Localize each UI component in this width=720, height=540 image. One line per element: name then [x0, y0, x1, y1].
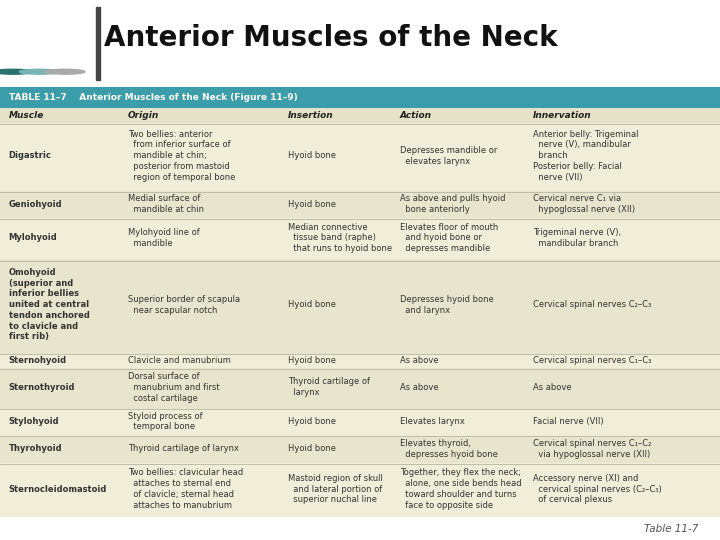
Text: Table 11-7: Table 11-7 — [644, 524, 698, 534]
Text: Muscle: Muscle — [9, 111, 44, 120]
Text: As above and pulls hyoid
  bone anteriorly: As above and pulls hyoid bone anteriorly — [400, 194, 505, 214]
Text: Together, they flex the neck;
  alone, one side bends head
  toward shoulder and: Together, they flex the neck; alone, one… — [400, 468, 521, 510]
Text: Mastoid region of skull
  and lateral portion of
  superior nuchal line: Mastoid region of skull and lateral port… — [288, 474, 383, 504]
Text: Sternocleidomastoid: Sternocleidomastoid — [9, 484, 107, 494]
Text: Styloid process of
  temporal bone: Styloid process of temporal bone — [128, 411, 203, 431]
Text: Sternothyroid: Sternothyroid — [9, 383, 75, 392]
Text: Two bellies: anterior
  from inferior surface of
  mandible at chin;
  posterior: Two bellies: anterior from inferior surf… — [128, 130, 235, 182]
Text: Hyoid bone: Hyoid bone — [288, 300, 336, 309]
Text: Stylohyoid: Stylohyoid — [9, 417, 59, 426]
Text: Cervical spinal nerves C₂–C₃: Cervical spinal nerves C₂–C₃ — [533, 300, 651, 309]
Text: Omohyoid
(superior and
inferior bellies
united at central
tendon anchored
to cla: Omohyoid (superior and inferior bellies … — [9, 268, 89, 341]
Text: Mylohyoid line of
  mandible: Mylohyoid line of mandible — [128, 228, 200, 248]
Text: Hyoid bone: Hyoid bone — [288, 356, 336, 365]
Text: Thyrohyoid: Thyrohyoid — [9, 444, 62, 453]
Text: Median connective
  tissue band (raphe)
  that runs to hyoid bone: Median connective tissue band (raphe) th… — [288, 222, 392, 253]
Text: Insertion: Insertion — [288, 111, 333, 120]
Text: TABLE 11–7    Anterior Muscles of the Neck (Figure 11–9): TABLE 11–7 Anterior Muscles of the Neck … — [9, 93, 297, 102]
Text: Depresses hyoid bone
  and larynx: Depresses hyoid bone and larynx — [400, 295, 493, 315]
Text: Facial nerve (VII): Facial nerve (VII) — [533, 417, 603, 426]
Text: Sternohyoid: Sternohyoid — [9, 356, 67, 365]
Text: Dorsal surface of
  manubrium and first
  costal cartilage: Dorsal surface of manubrium and first co… — [128, 372, 220, 403]
Circle shape — [0, 69, 33, 74]
Text: Digastric: Digastric — [9, 151, 52, 160]
Text: Medial surface of
  mandible at chin: Medial surface of mandible at chin — [128, 194, 204, 214]
Text: Clavicle and manubrium: Clavicle and manubrium — [128, 356, 231, 365]
Text: Origin: Origin — [128, 111, 159, 120]
Text: As above: As above — [400, 356, 438, 365]
Text: Cervical nerve C₁ via
  hypoglossal nerve (XII): Cervical nerve C₁ via hypoglossal nerve … — [533, 194, 635, 214]
Text: Action: Action — [400, 111, 431, 120]
Text: Cervical spinal nerves C₁–C₂
  via hypoglossal nerve (XII): Cervical spinal nerves C₁–C₂ via hypoglo… — [533, 439, 651, 458]
Text: Two bellies: clavicular head
  attaches to sternal end
  of clavicle; sternal he: Two bellies: clavicular head attaches to… — [128, 468, 243, 510]
Text: As above: As above — [533, 383, 572, 392]
Text: Geniohyoid: Geniohyoid — [9, 200, 62, 208]
Text: Hyoid bone: Hyoid bone — [288, 200, 336, 208]
Text: Hyoid bone: Hyoid bone — [288, 151, 336, 160]
Text: Elevates floor of mouth
  and hyoid bone or
  depresses mandible: Elevates floor of mouth and hyoid bone o… — [400, 222, 498, 253]
Text: Superior border of scapula
  near scapular notch: Superior border of scapula near scapular… — [128, 295, 240, 315]
Text: Hyoid bone: Hyoid bone — [288, 417, 336, 426]
Text: Cervical spinal nerves C₁–C₃: Cervical spinal nerves C₁–C₃ — [533, 356, 651, 365]
Text: Anterior Muscles of the Neck: Anterior Muscles of the Neck — [104, 24, 558, 52]
Text: Innervation: Innervation — [533, 111, 591, 120]
Text: Anterior belly: Trigeminal
  nerve (V), mandibular
  branch
Posterior belly: Fac: Anterior belly: Trigeminal nerve (V), ma… — [533, 130, 639, 182]
Circle shape — [45, 69, 85, 74]
Text: Accessory nerve (XI) and
  cervical spinal nerves (C₂–C₃)
  of cervical plexus: Accessory nerve (XI) and cervical spinal… — [533, 474, 662, 504]
Text: Trigeminal nerve (V),
  mandibular branch: Trigeminal nerve (V), mandibular branch — [533, 228, 621, 248]
Bar — [96, 7, 100, 80]
Text: Elevates larynx: Elevates larynx — [400, 417, 464, 426]
Text: As above: As above — [400, 383, 438, 392]
Text: Hyoid bone: Hyoid bone — [288, 444, 336, 453]
Text: Mylohyoid: Mylohyoid — [9, 233, 58, 242]
Text: Thyroid cartilage of
  larynx: Thyroid cartilage of larynx — [288, 377, 370, 397]
Text: Thyroid cartilage of larynx: Thyroid cartilage of larynx — [128, 444, 239, 453]
Text: Depresses mandible or
  elevates larynx: Depresses mandible or elevates larynx — [400, 146, 497, 166]
Text: Elevates thyroid,
  depresses hyoid bone: Elevates thyroid, depresses hyoid bone — [400, 439, 498, 458]
Circle shape — [19, 69, 60, 74]
